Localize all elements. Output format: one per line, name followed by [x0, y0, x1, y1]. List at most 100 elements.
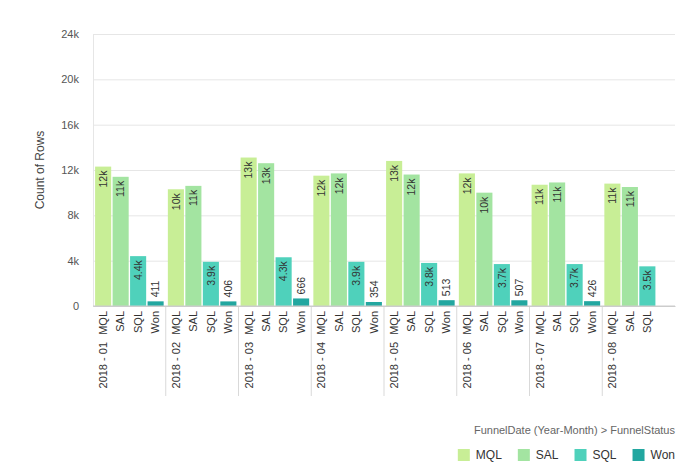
sub-tick: MQL — [170, 311, 182, 335]
sub-tick-label: Won — [295, 311, 307, 333]
data-label: 3.9k — [350, 265, 362, 286]
bar — [494, 264, 510, 306]
sub-tick-label: SQL — [132, 311, 144, 333]
sub-tick: Won — [149, 311, 161, 333]
sub-tick-label: MQL — [170, 311, 182, 335]
legend-label: Won — [651, 448, 675, 462]
x-tick-label: 2018 - 01 — [97, 342, 109, 388]
legend-item: SQL — [575, 448, 617, 462]
sub-tick: SAL — [624, 311, 636, 332]
y-tick: 0 — [73, 300, 675, 312]
legend-swatch — [633, 449, 645, 461]
legend-label: MQL — [476, 448, 502, 462]
bars — [95, 158, 655, 306]
sub-tick: SQL — [423, 311, 435, 333]
grid-line — [93, 125, 675, 126]
sub-tick: Won — [368, 311, 380, 333]
sub-tick: MQL — [242, 311, 254, 335]
bar — [203, 262, 219, 306]
sub-tick-label: Won — [149, 311, 161, 333]
bar — [532, 185, 548, 306]
grid-line — [93, 306, 675, 307]
data-label: 13k — [388, 164, 400, 182]
sub-axis: MQLSALSQLWon — [533, 311, 597, 335]
sub-tick: Won — [513, 311, 525, 333]
sub-tick: SAL — [187, 311, 199, 332]
x-axis-title: FunnelDate (Year-Month) > FunnelStatus — [474, 424, 676, 436]
separator — [456, 306, 457, 396]
x-tick: 2018 - 02 — [170, 342, 182, 388]
sub-tick-label: SQL — [350, 311, 362, 333]
bar — [604, 184, 620, 306]
sub-tick-label: Won — [440, 311, 452, 333]
y-tick-label: 0 — [73, 300, 79, 312]
data-label: 4.4k — [132, 259, 144, 280]
data-label: 12k — [333, 177, 345, 195]
sub-tick-label: MQL — [461, 311, 473, 335]
sub-axis: MQLSALSQLWon — [461, 311, 525, 335]
sub-tick: Won — [440, 311, 452, 333]
legend-swatch — [575, 449, 587, 461]
sub-tick-label: SQL — [496, 311, 508, 333]
bar — [476, 193, 492, 306]
x-tick: 2018 - 03 — [242, 342, 254, 388]
x-tick: 2018 - 05 — [388, 342, 400, 388]
x-tick-label: 2018 - 05 — [388, 342, 400, 388]
sub-tick-label: SAL — [114, 311, 126, 332]
y-tick: 20k — [61, 73, 675, 85]
sub-tick-label: SQL — [277, 311, 289, 333]
x-axis-line — [94, 306, 676, 307]
x-tick: 2018 - 01 — [97, 342, 109, 388]
bar — [584, 301, 600, 306]
data-label: 13k — [242, 161, 254, 179]
data-label: 513 — [440, 279, 452, 297]
sub-tick-label: SAL — [260, 311, 272, 332]
y-tick: 4k — [67, 255, 675, 267]
data-label: 12k — [97, 170, 109, 188]
sub-tick-label: SAL — [405, 311, 417, 332]
bar — [331, 173, 347, 306]
data-label: 3.7k — [568, 267, 580, 288]
bar — [439, 300, 455, 306]
sub-tick-label: SQL — [205, 311, 217, 333]
data-label: 666 — [295, 277, 307, 295]
sub-tick-label: SAL — [187, 311, 199, 332]
bar — [421, 263, 437, 306]
sub-tick-label: Won — [513, 311, 525, 333]
x-axis: 2018 - 01 2018 - 02 2018 - 03 2018 - 04 2018… — [94, 307, 676, 389]
bar — [348, 262, 364, 306]
sub-axis: MQL SAL SQL — [606, 311, 653, 335]
bar — [168, 189, 184, 306]
y-tick-label: 16k — [61, 119, 79, 131]
data-label: 3.5k — [641, 270, 653, 291]
y-axis-title: Count of Rows — [33, 131, 47, 210]
x-tick: 2018 - 04 — [315, 342, 327, 388]
sub-tick: SAL — [114, 311, 126, 332]
sub-tick-label: SAL — [551, 311, 563, 332]
sub-tick-label: SQL — [641, 311, 653, 333]
legend-swatch — [458, 449, 470, 461]
data-label: 12k — [461, 177, 473, 195]
sub-tick-label: Won — [222, 311, 234, 333]
sub-axis: MQL SAL SQL Won — [242, 311, 306, 335]
sub-tick-label: MQL — [97, 311, 109, 335]
separator — [238, 306, 239, 396]
sub-tick: SQL — [641, 311, 653, 333]
legend-label: SQL — [593, 448, 617, 462]
y-axis: 04k8k12k16k20k24k — [61, 28, 675, 312]
bar — [276, 257, 292, 306]
sub-tick-label: MQL — [606, 311, 618, 335]
bar — [404, 175, 420, 306]
bar — [366, 302, 382, 306]
data-label: 13k — [260, 166, 272, 184]
sub-tick: MQL — [388, 311, 400, 335]
bar — [293, 298, 309, 306]
legend-label: SAL — [536, 448, 559, 462]
sub-tick-label: MQL — [315, 311, 327, 335]
bar — [511, 300, 527, 306]
group-separators — [166, 306, 603, 396]
x-tick-label: 2018 - 08 — [606, 342, 618, 388]
data-label: 12k — [315, 179, 327, 197]
y-tick-label: 8k — [67, 209, 79, 221]
data-label: 12k — [405, 178, 417, 196]
